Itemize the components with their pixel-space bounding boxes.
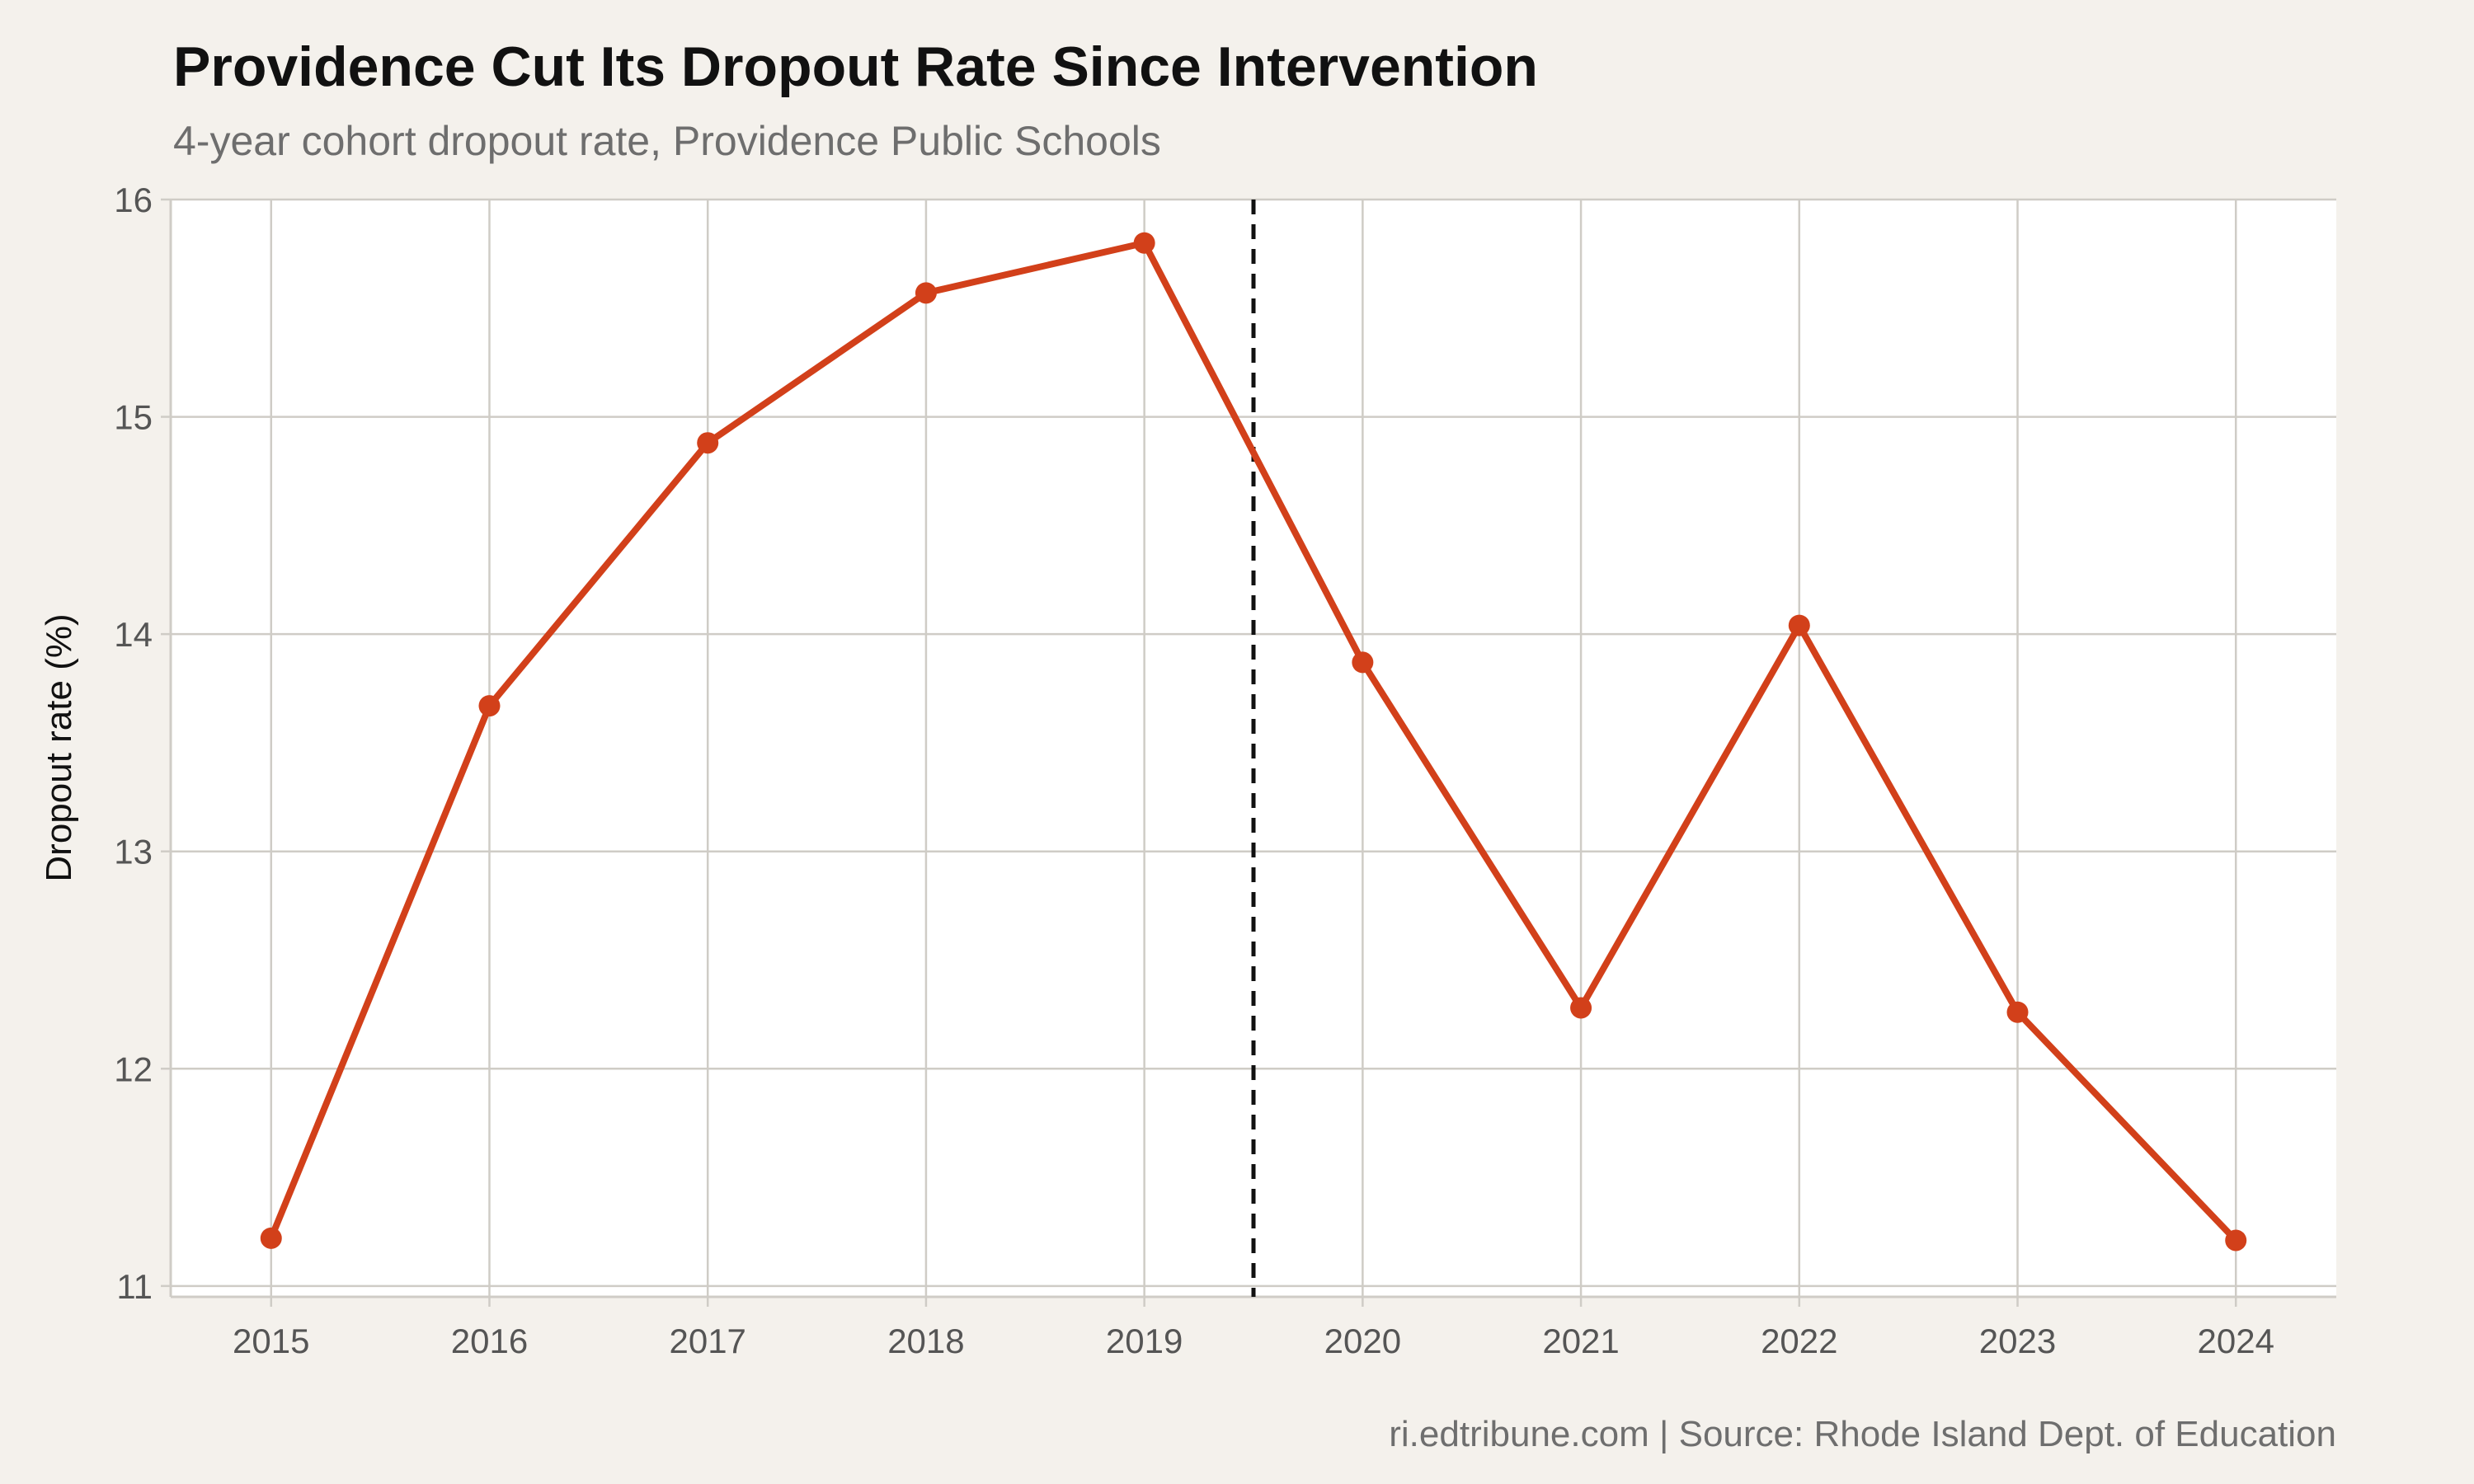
data-point	[260, 1227, 282, 1249]
x-tick-label: 2015	[233, 1322, 309, 1360]
y-tick-label: 11	[116, 1267, 153, 1306]
y-tick-label: 15	[114, 398, 153, 437]
y-tick-label: 12	[114, 1050, 153, 1088]
series-layer	[260, 232, 2247, 1252]
data-point	[2225, 1229, 2247, 1252]
x-tick-label: 2020	[1324, 1322, 1401, 1360]
data-point	[1570, 997, 1592, 1019]
y-tick-label: 14	[114, 615, 153, 654]
x-tick-label: 2018	[887, 1322, 964, 1360]
x-tick-label: 2024	[2198, 1322, 2274, 1360]
data-point	[478, 695, 501, 717]
data-point	[1788, 614, 1810, 636]
chart-caption: ri.edtribune.com | Source: Rhode Island …	[1389, 1414, 2336, 1454]
x-tick-label: 2019	[1106, 1322, 1183, 1360]
y-tick-label: 13	[114, 833, 153, 871]
x-tick-label: 2022	[1761, 1322, 1837, 1360]
data-point	[2006, 1001, 2029, 1023]
y-axis-title: Dropout rate (%)	[39, 613, 79, 881]
x-tick-label: 2017	[669, 1322, 745, 1360]
chart-title: Providence Cut Its Dropout Rate Since In…	[173, 35, 1538, 98]
x-tick-label: 2023	[1979, 1322, 2056, 1360]
chart-subtitle: 4-year cohort dropout rate, Providence P…	[173, 118, 1161, 164]
x-tick-label: 2021	[1542, 1322, 1619, 1360]
y-tick-label: 16	[114, 181, 153, 219]
data-point	[1133, 232, 1155, 254]
data-point	[915, 282, 937, 304]
data-point	[697, 432, 719, 454]
x-tick-label: 2016	[451, 1322, 528, 1360]
data-point	[1352, 651, 1374, 674]
series-line	[267, 239, 2240, 1244]
